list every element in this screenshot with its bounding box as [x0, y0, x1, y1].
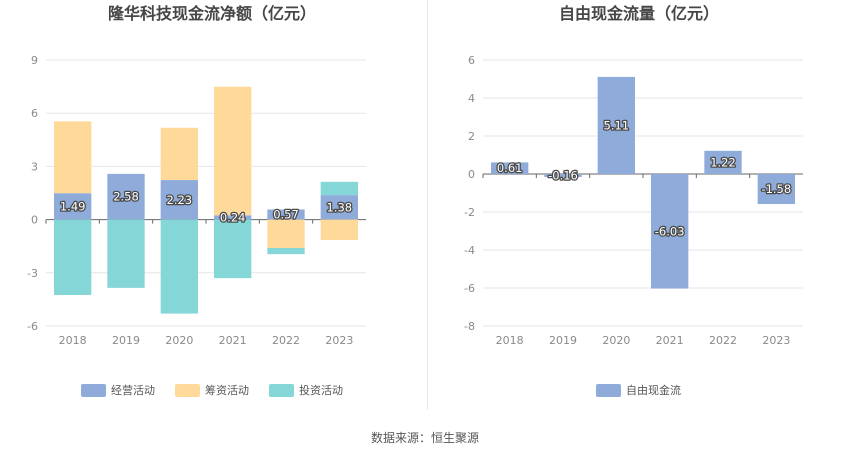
data-source-note: 数据来源：恒生聚源 [370, 431, 479, 445]
chart1-data-label: 1.49 [60, 199, 86, 213]
chart2-data-label: 0.61 [497, 161, 523, 175]
chart1-bar-筹资活动 [267, 219, 305, 248]
chart2-y-tick-label: -2 [464, 206, 475, 219]
chart2-bar-自由现金流 [757, 174, 795, 205]
chart1-bar-投资活动 [107, 219, 145, 288]
chart1-y-tick-label: 0 [31, 214, 38, 227]
chart2-y-tick-label: 2 [468, 130, 475, 143]
chart1-legend-label: 经营活动 [111, 383, 155, 397]
chart1-bar-经营活动 [54, 193, 92, 220]
chart1-x-tick-label: 2018 [59, 334, 87, 347]
chart2-bar-自由现金流 [651, 174, 689, 289]
chart2-x-tick-label: 2018 [496, 334, 524, 347]
chart2-y-tick-label: 4 [468, 92, 475, 105]
chart1-x-tick-label: 2019 [112, 334, 140, 347]
chart1-bar-筹资活动 [54, 121, 92, 194]
chart2-y-tick-label: 0 [468, 168, 475, 181]
chart1-bar-经营活动 [214, 215, 252, 220]
chart1-bar-经营活动 [267, 209, 305, 220]
chart1-y-tick-label: 6 [31, 107, 38, 120]
chart1-data-label: 1.38 [327, 200, 353, 214]
chart1-data-label: 2.58 [113, 190, 139, 204]
chart2-data-label: -1.58 [761, 182, 791, 196]
chart1-bar-经营活动 [160, 180, 198, 220]
chart1-bar-投资活动 [214, 219, 252, 279]
chart2-bar-自由现金流 [704, 150, 742, 174]
chart2-data-label: 5.11 [604, 118, 630, 132]
chart1-y-tick-label: 3 [31, 160, 38, 173]
chart1-bar-筹资活动 [320, 219, 358, 240]
chart1-x-tick-label: 2021 [219, 334, 247, 347]
chart2-legend-label: 自由现金流 [626, 383, 681, 397]
chart2-legend-swatch [596, 384, 621, 397]
chart1-data-label: 0.24 [220, 210, 246, 224]
chart1-legend-swatch [81, 384, 106, 397]
chart1-data-label: 2.23 [167, 193, 193, 207]
chart1-bar-投资活动 [267, 247, 305, 255]
chart1-bar-投资活动 [160, 219, 198, 314]
chart1-x-tick-label: 2020 [165, 334, 193, 347]
chart1-y-tick-label: -6 [27, 320, 38, 333]
chart2-bar-自由现金流 [491, 162, 529, 174]
chart1-bar-经营活动 [320, 195, 358, 220]
chart1-y-tick-label: -3 [27, 267, 38, 280]
chart1-y-tick-label: 9 [31, 54, 38, 67]
chart2-x-tick-label: 2019 [549, 334, 577, 347]
chart2-title: 自由现金流量（亿元） [559, 4, 719, 23]
chart2-y-tick-label: -6 [464, 282, 475, 295]
chart1-bar-经营活动 [107, 173, 145, 220]
chart2-x-tick-label: 2021 [656, 334, 684, 347]
chart1-legend-label: 投资活动 [299, 383, 343, 397]
chart1-x-tick-label: 2022 [272, 334, 300, 347]
chart1-bar-投资活动 [320, 181, 358, 196]
chart2-bar-自由现金流 [597, 76, 635, 174]
chart1-legend-label: 筹资活动 [205, 383, 249, 397]
chart2-y-tick-label: -4 [464, 244, 475, 257]
chart1-bar-筹资活动 [160, 127, 198, 181]
chart1-legend-swatch [175, 384, 200, 397]
chart1-x-tick-label: 2023 [325, 334, 353, 347]
chart2-y-tick-label: 6 [468, 54, 475, 67]
chart2-y-tick-label: -8 [464, 320, 475, 333]
chart2-x-tick-label: 2023 [762, 334, 790, 347]
chart2-x-tick-label: 2022 [709, 334, 737, 347]
chart2-data-label: -6.03 [655, 224, 685, 238]
chart1-data-label: 0.57 [273, 208, 299, 222]
chart2-data-label: -0.16 [548, 169, 578, 183]
chart1-title: 隆华科技现金流净额（亿元） [108, 4, 316, 23]
chart2-bar-自由现金流 [544, 174, 582, 178]
chart1-legend-swatch [269, 384, 294, 397]
chart2-data-label: 1.22 [710, 155, 736, 169]
chart1-bar-投资活动 [54, 219, 92, 295]
chart2-x-tick-label: 2020 [602, 334, 630, 347]
chart1-bar-筹资活动 [214, 86, 252, 216]
